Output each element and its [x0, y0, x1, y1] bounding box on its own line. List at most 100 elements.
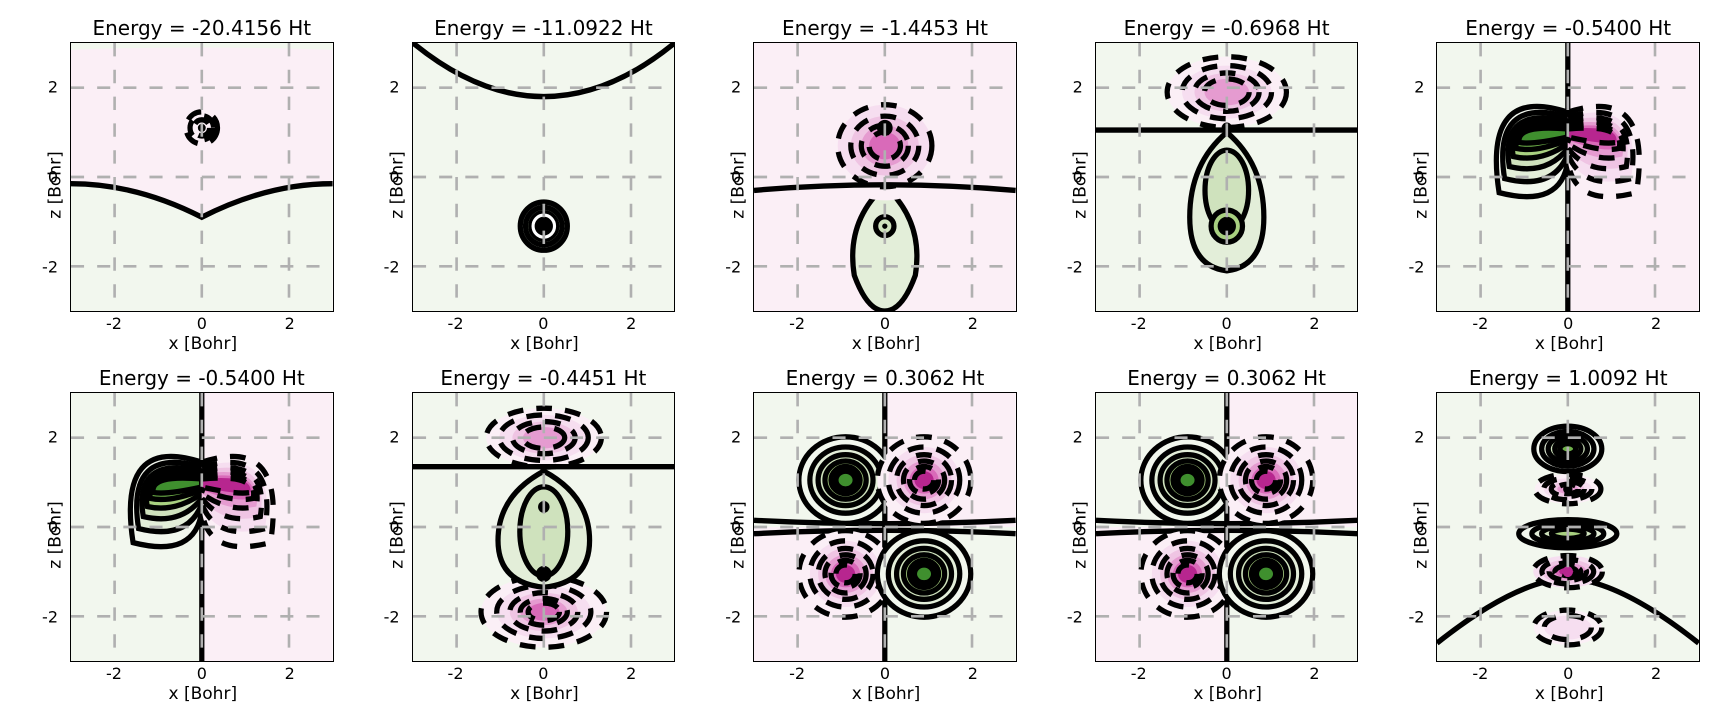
y-tick: 2 — [389, 428, 399, 447]
axes — [412, 392, 676, 662]
y-tick: -2 — [1408, 258, 1424, 277]
y-ticks: -2 0 2 — [352, 42, 408, 312]
x-tick: 0 — [538, 314, 548, 333]
subplot-4: Energy = -0.5400 Htz [Bohr]x [Bohr]-202-… — [1376, 10, 1718, 360]
subplot-title: Energy = -11.0922 Ht — [412, 16, 676, 42]
x-tick: 0 — [1563, 314, 1573, 333]
y-tick: 2 — [1414, 78, 1424, 97]
x-ticks: -2 0 2 — [412, 664, 676, 682]
x-axis-label: x [Bohr] — [510, 684, 579, 704]
x-ticks: -202 — [753, 314, 1017, 332]
y-tick: 2 — [1073, 78, 1083, 97]
subplot-9: Energy = 1.0092 Htz [Bohr]x [Bohr]-202-2… — [1376, 360, 1718, 710]
x-axis-label: x [Bohr] — [1193, 334, 1262, 354]
x-tick: 2 — [1651, 314, 1661, 333]
y-tick: 0 — [731, 168, 741, 187]
y-ticks: -2 0 2 — [352, 392, 408, 662]
subplot-2: Energy = -1.4453 Htz [Bohr]x [Bohr]-202-… — [693, 10, 1035, 360]
x-ticks: -2 0 2 — [70, 664, 334, 682]
x-tick: 2 — [285, 314, 295, 333]
x-tick: 0 — [1222, 314, 1232, 333]
x-tick: -2 — [1472, 314, 1488, 333]
x-tick: -2 — [789, 664, 805, 683]
subplot-0: Energy = -20.4156 Htz [Bohr]x [Bohr]-202… — [10, 10, 352, 360]
y-ticks: -2 0 2 — [1376, 42, 1432, 312]
x-ticks: -202 — [1095, 664, 1359, 682]
y-tick: -2 — [384, 608, 400, 627]
subplot-8: Energy = 0.3062 Htz [Bohr]x [Bohr]-202-2… — [1035, 360, 1377, 710]
y-tick: 0 — [1073, 168, 1083, 187]
y-tick: 2 — [731, 78, 741, 97]
subplot-title: Energy = 0.3062 Ht — [1095, 366, 1359, 392]
x-axis-label: x [Bohr] — [510, 334, 579, 354]
y-ticks: -2 0 2 — [10, 392, 66, 662]
x-tick: 0 — [197, 664, 207, 683]
x-axis-label: x [Bohr] — [1535, 334, 1604, 354]
axes — [70, 392, 334, 662]
y-tick: 0 — [1073, 518, 1083, 537]
y-tick: 2 — [1073, 428, 1083, 447]
x-tick: 0 — [880, 664, 890, 683]
x-ticks: -202 — [70, 314, 334, 332]
y-tick: -2 — [725, 608, 741, 627]
y-tick: -2 — [1067, 608, 1083, 627]
subplot-title: Energy = -20.4156 Ht — [70, 16, 334, 42]
x-tick: -2 — [106, 314, 122, 333]
x-tick: -2 — [1131, 314, 1147, 333]
y-tick: -2 — [42, 608, 58, 627]
x-axis-label: x [Bohr] — [1535, 684, 1604, 704]
y-tick: 0 — [389, 168, 399, 187]
y-ticks: -2 0 2 — [693, 42, 749, 312]
y-tick: -2 — [384, 258, 400, 277]
x-ticks: -2 0 2 — [1436, 314, 1700, 332]
subplot-title: Energy = -0.4451 Ht — [412, 366, 676, 392]
x-ticks: -202 — [1436, 664, 1700, 682]
subplot-3: Energy = -0.6968 Htz [Bohr]x [Bohr]-202-… — [1035, 10, 1377, 360]
x-axis-label: x [Bohr] — [852, 334, 921, 354]
subplot-5: Energy = -0.5400 Htz [Bohr]x [Bohr]-202-… — [10, 360, 352, 710]
subplot-grid: Energy = -20.4156 Htz [Bohr]x [Bohr]-202… — [0, 0, 1728, 720]
axes — [753, 392, 1017, 662]
x-tick: -2 — [106, 664, 122, 683]
y-tick: -2 — [42, 258, 58, 277]
x-tick: -2 — [1472, 664, 1488, 683]
y-ticks: -2 0 2 — [693, 392, 749, 662]
x-ticks: -202 — [1095, 314, 1359, 332]
subplot-title: Energy = -1.4453 Ht — [753, 16, 1017, 42]
x-ticks: -202 — [412, 314, 676, 332]
y-ticks: -202 — [1376, 392, 1432, 662]
y-tick: 0 — [1414, 168, 1424, 187]
subplot-title: Energy = -0.6968 Ht — [1095, 16, 1359, 42]
y-tick: -2 — [725, 258, 741, 277]
x-tick: 2 — [285, 664, 295, 683]
x-tick: 0 — [538, 664, 548, 683]
y-tick: 0 — [1414, 518, 1424, 537]
subplot-title: Energy = -0.5400 Ht — [1436, 16, 1700, 42]
y-tick: 2 — [389, 78, 399, 97]
y-tick: 2 — [48, 78, 58, 97]
x-tick: -2 — [448, 314, 464, 333]
y-tick: 2 — [48, 428, 58, 447]
y-ticks: -202 — [1035, 42, 1091, 312]
x-tick: 0 — [1222, 664, 1232, 683]
x-tick: 0 — [1563, 664, 1573, 683]
subplot-title: Energy = 1.0092 Ht — [1436, 366, 1700, 392]
axes — [412, 42, 676, 312]
axes — [1436, 392, 1700, 662]
y-ticks: -2 0 2 — [1035, 392, 1091, 662]
x-tick: 2 — [626, 664, 636, 683]
axes — [1095, 42, 1359, 312]
axes — [753, 42, 1017, 312]
y-tick: 0 — [389, 518, 399, 537]
x-tick: -2 — [1131, 664, 1147, 683]
x-tick: -2 — [789, 314, 805, 333]
y-tick: 0 — [731, 518, 741, 537]
x-tick: -2 — [448, 664, 464, 683]
y-tick: -2 — [1408, 608, 1424, 627]
y-tick: 0 — [48, 518, 58, 537]
y-tick: 2 — [731, 428, 741, 447]
axes — [70, 42, 334, 312]
x-tick: 2 — [968, 664, 978, 683]
axes — [1436, 42, 1700, 312]
y-tick: 0 — [48, 168, 58, 187]
